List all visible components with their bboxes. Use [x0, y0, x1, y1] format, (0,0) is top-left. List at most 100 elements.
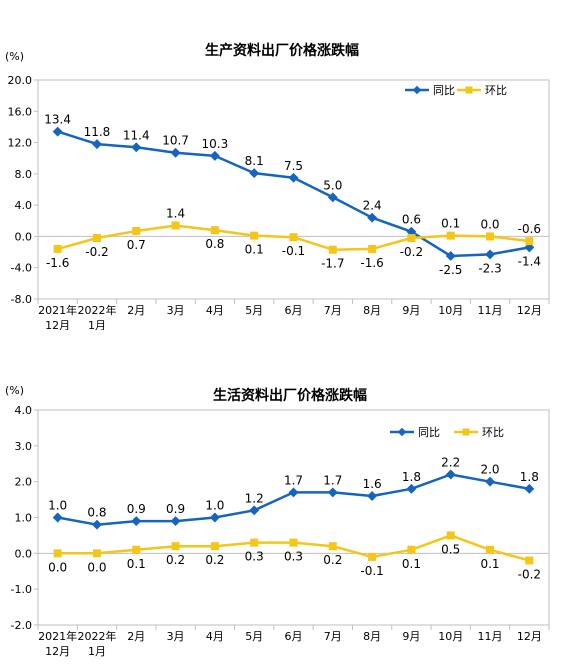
data-label: 0.7 [127, 238, 146, 252]
data-label: 0.9 [166, 502, 185, 516]
legend-marker [465, 86, 473, 94]
legend-marker [397, 427, 407, 437]
data-point-yoy [288, 487, 299, 498]
chart-producer-goods: 生产资料出厂价格涨跌幅 (%) 20.0 16.0 12.0 8.0 4.0 0.0 -4.0 -… [5, 42, 550, 330]
x-category-label: 7月 [324, 630, 342, 643]
data-label: 0.9 [127, 502, 146, 516]
data-point-mom [132, 226, 141, 235]
data-point-mom [53, 549, 62, 558]
data-label: 1.0 [205, 499, 224, 513]
data-point-mom [407, 233, 416, 242]
data-point-yoy [485, 476, 495, 487]
data-label: 1.0 [48, 499, 67, 513]
x-category-label: 12月 [45, 645, 70, 658]
data-label: 2.4 [363, 199, 382, 213]
x-category-label: 10月 [438, 630, 463, 643]
x-category-label: 11月 [478, 630, 503, 643]
x-category-label: 2月 [127, 630, 145, 643]
data-label: 8.1 [245, 154, 264, 168]
data-label: 0.5 [441, 542, 460, 556]
data-label: 0.2 [205, 553, 224, 567]
legend-label: 环比 [485, 84, 507, 97]
data-label: 0.1 [245, 243, 264, 257]
y-tick-label: 0.0 [15, 230, 33, 243]
x-category-label: 10月 [438, 304, 463, 317]
x-category-label: 2021年 [38, 629, 77, 643]
data-point-yoy [524, 483, 535, 494]
data-point-yoy [92, 519, 102, 530]
data-point-yoy [209, 512, 220, 523]
data-label: 2.0 [480, 463, 499, 477]
x-category-label: 3月 [167, 304, 185, 317]
data-label: -0.2 [518, 568, 541, 582]
chart-title: 生活资料出厂价格涨跌幅 [213, 387, 367, 404]
legend-marker [462, 428, 470, 436]
y-tick-label: -1.0 [11, 583, 32, 596]
x-category-label: 5月 [245, 304, 263, 317]
x-category-label: 9月 [402, 304, 420, 317]
y-tick-label: 0.0 [15, 547, 33, 560]
data-label: 7.5 [284, 159, 303, 173]
data-label: 0.8 [205, 237, 224, 251]
y-tick-label: 20.0 [8, 74, 33, 87]
data-label: -2.3 [478, 261, 501, 275]
data-point-mom [250, 538, 259, 547]
data-point-mom [171, 542, 180, 551]
y-tick-label: 4.0 [15, 404, 33, 417]
data-label: 1.2 [245, 491, 264, 505]
data-point-mom [486, 545, 495, 554]
data-label: 0.6 [402, 213, 421, 227]
y-axis-unit: (%) [5, 384, 24, 397]
x-category-label: 8月 [363, 630, 381, 643]
data-label: 0.0 [87, 560, 106, 574]
x-category-label: 2022年 [77, 629, 116, 643]
x-category-label: 7月 [324, 304, 342, 317]
data-point-mom [486, 232, 495, 241]
data-point-mom [250, 231, 259, 240]
data-point-yoy [131, 142, 142, 153]
x-category-label: 1月 [88, 645, 106, 658]
x-category-label: 5月 [245, 630, 263, 643]
data-label: 0.1 [127, 557, 146, 571]
data-label: 1.8 [520, 470, 539, 484]
data-point-yoy [367, 491, 378, 501]
data-point-yoy [445, 469, 456, 480]
data-point-yoy [406, 483, 417, 494]
y-tick-label: 3.0 [15, 440, 33, 453]
x-category-label: 6月 [285, 630, 303, 643]
data-point-mom [92, 549, 101, 558]
data-label: 2.2 [441, 456, 460, 470]
data-point-mom [210, 226, 219, 235]
y-axis-unit: (%) [5, 50, 24, 63]
data-label: 0.1 [480, 557, 499, 571]
data-label: -0.2 [85, 245, 108, 259]
legend-label: 同比 [433, 84, 455, 97]
data-point-mom [446, 531, 455, 540]
data-point-yoy [249, 168, 260, 179]
x-category-label: 1月 [88, 319, 106, 330]
data-label: -0.1 [360, 564, 383, 578]
data-label: 10.7 [162, 134, 189, 148]
x-category-label: 3月 [167, 630, 185, 643]
plot-frame [37, 409, 550, 626]
chart-title: 生产资料出厂价格涨跌幅 [205, 42, 359, 59]
data-label: -1.7 [321, 257, 344, 271]
y-tick-label: -4.0 [11, 262, 32, 275]
data-label: 0.8 [87, 506, 106, 520]
data-point-yoy [445, 251, 456, 261]
data-label: 10.3 [202, 137, 229, 151]
data-label: -0.1 [282, 244, 305, 258]
x-category-label: 4月 [206, 304, 224, 317]
data-label: -0.2 [400, 245, 423, 259]
data-point-mom [407, 545, 416, 554]
data-point-yoy [52, 126, 63, 137]
data-point-yoy [170, 516, 181, 527]
data-point-yoy [485, 249, 495, 260]
chart-consumer-goods: 生活资料出厂价格涨跌幅 (%) 4.0 3.0 2.0 1.0 0.0 -1.0 -2.0 202… [5, 384, 550, 658]
y-tick-label: 4.0 [15, 199, 33, 212]
data-point-mom [328, 245, 337, 254]
data-label: 0.2 [323, 553, 342, 567]
y-tick-label: -8.0 [11, 293, 32, 306]
data-label: -1.6 [46, 256, 69, 270]
data-point-mom [368, 552, 377, 561]
